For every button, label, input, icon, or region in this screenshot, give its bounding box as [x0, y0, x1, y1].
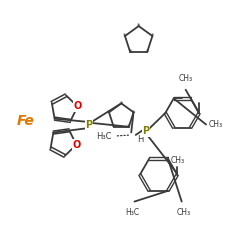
Text: Fe: Fe	[17, 114, 34, 128]
Text: *: *	[127, 124, 130, 130]
Text: *: *	[107, 109, 111, 115]
Text: *: *	[137, 23, 140, 29]
Text: *: *	[128, 49, 132, 55]
Text: CH₃: CH₃	[177, 208, 191, 217]
Text: *: *	[132, 109, 135, 115]
Text: *: *	[120, 100, 123, 106]
Text: P: P	[142, 126, 150, 136]
Text: CH₃: CH₃	[208, 120, 223, 129]
Text: *: *	[146, 49, 149, 55]
Text: P: P	[86, 120, 92, 130]
Text: *: *	[123, 33, 127, 39]
Text: O: O	[74, 102, 82, 112]
Text: H₃C: H₃C	[96, 132, 111, 141]
Text: CH₃: CH₃	[178, 74, 193, 84]
Text: H₃C: H₃C	[125, 208, 139, 217]
Text: *: *	[151, 33, 154, 39]
Text: *: *	[112, 124, 115, 130]
Text: H: H	[138, 135, 144, 144]
Text: CH₃: CH₃	[170, 156, 184, 165]
Text: O: O	[72, 140, 80, 150]
